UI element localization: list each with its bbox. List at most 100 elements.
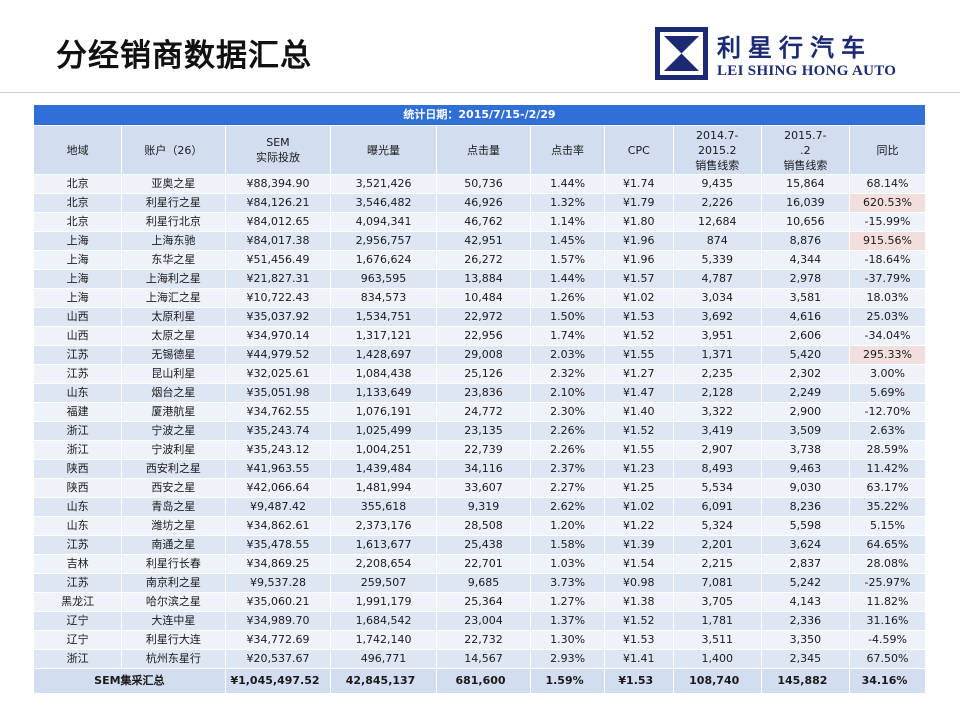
- column-header-line: 点击量: [467, 143, 500, 157]
- table-cell: 利星行长春: [121, 554, 226, 574]
- table-cell: 太原之星: [121, 326, 226, 346]
- dealer-summary-table: 统计日期：2015/7/15-/2/29 地域 账户（26） SEM 实际投放 曝光量 点…: [32, 104, 927, 694]
- table-cell: 63.17%: [848, 478, 927, 498]
- table-cell: 2,302: [760, 364, 850, 384]
- table-cell: ¥1.27: [603, 364, 674, 384]
- table-cell: ¥84,017.38: [224, 231, 332, 251]
- table-cell: 35.22%: [848, 497, 927, 517]
- column-header-line: 曝光量: [367, 143, 401, 157]
- table-row: 上海 上海利之星 ¥21,827.31 963,595 13,884 1.44% ¥1.57…: [32, 269, 927, 289]
- table-cell: 浙江: [32, 649, 123, 669]
- table-cell: -15.99%: [848, 212, 927, 232]
- table-cell: 宁波利星: [121, 440, 226, 460]
- table-cell: -25.97%: [848, 573, 927, 593]
- table-row: 上海 上海东驰 ¥84,017.38 2,956,757 42,951 1.45% ¥1.9…: [32, 231, 927, 251]
- table-cell: 南京利之星: [121, 573, 226, 593]
- table-row: 北京 利星行北京 ¥84,012.65 4,094,341 46,762 1.14% ¥1.…: [32, 212, 927, 232]
- table-cell: 上海东驰: [121, 231, 226, 251]
- table-cell: 1,481,994: [330, 478, 437, 498]
- table-cell: ¥34,970.14: [224, 326, 332, 346]
- column-header: 同比: [848, 125, 927, 175]
- table-cell: 8,236: [760, 497, 850, 517]
- column-header: CPC: [603, 125, 674, 175]
- table-cell: 太原利星: [121, 307, 226, 327]
- table-cell: -37.79%: [848, 269, 927, 289]
- table-cell: 2.30%: [530, 402, 605, 422]
- table-cell: 874: [672, 231, 762, 251]
- table-cell: -12.70%: [848, 402, 927, 422]
- table-cell: ¥1.52: [603, 611, 674, 631]
- table-cell: ¥9,537.28: [224, 573, 332, 593]
- table-cell: 11.82%: [848, 592, 927, 612]
- table-cell: 2,336: [760, 611, 850, 631]
- table-cell: 295.33%: [848, 345, 927, 365]
- table-cell: 浙江: [32, 421, 123, 441]
- table-cell: ¥1.55: [603, 440, 674, 460]
- total-cell: 34.16%: [848, 668, 927, 694]
- table-cell: 9,319: [435, 497, 532, 517]
- table-cell: 1.27%: [530, 592, 605, 612]
- table-cell: 1.50%: [530, 307, 605, 327]
- table-cell: 25,364: [435, 592, 532, 612]
- column-header-line: .2: [800, 143, 811, 157]
- table-cell: 7,081: [672, 573, 762, 593]
- table-cell: ¥1.55: [603, 345, 674, 365]
- table-cell: 2,226: [672, 193, 762, 213]
- table-cell: 陕西: [32, 478, 123, 498]
- table-cell: 11.42%: [848, 459, 927, 479]
- table-cell: ¥1.47: [603, 383, 674, 403]
- table-cell: ¥1.54: [603, 554, 674, 574]
- table-cell: 9,685: [435, 573, 532, 593]
- page-title: 分经销商数据汇总: [56, 38, 312, 74]
- total-cell: ¥1.53: [603, 668, 674, 694]
- table-cell: 68.14%: [848, 174, 927, 194]
- table-cell: 3,581: [760, 288, 850, 308]
- table-row: 江苏 无锡德星 ¥44,979.52 1,428,697 29,008 2.03% ¥1.5…: [32, 345, 927, 365]
- table-cell: 2.27%: [530, 478, 605, 498]
- logo-english-name: LEI SHING HONG AUTO: [717, 63, 897, 79]
- table-cell: ¥1.74: [603, 174, 674, 194]
- table-cell: 25,438: [435, 535, 532, 555]
- table-row: 北京 利星行之星 ¥84,126.21 3,546,482 46,926 1.32% ¥1.…: [32, 193, 927, 213]
- table-cell: 915.56%: [848, 231, 927, 251]
- table-cell: 3,034: [672, 288, 762, 308]
- table-cell: -34.04%: [848, 326, 927, 346]
- table-cell: ¥1.53: [603, 307, 674, 327]
- table-cell: 2.32%: [530, 364, 605, 384]
- table-row: 山东 潍坊之星 ¥34,862.61 2,373,176 28,508 1.20% ¥1.2…: [32, 516, 927, 536]
- table-cell: 厦港航星: [121, 402, 226, 422]
- hourglass-logo-icon: [655, 27, 708, 80]
- total-row: SEM集采汇总 ¥1,045,497.52 42,845,137 681,600 1.5…: [33, 668, 927, 694]
- table-cell: 355,618: [330, 497, 437, 517]
- table-cell: 山西: [32, 326, 123, 346]
- column-header: 点击率: [530, 125, 605, 175]
- table-cell: ¥35,037.92: [224, 307, 332, 327]
- table-cell: 29,008: [435, 345, 532, 365]
- table-cell: ¥10,722.43: [224, 288, 332, 308]
- table-cell: ¥34,989.70: [224, 611, 332, 631]
- table-cell: 25.03%: [848, 307, 927, 327]
- table-cell: 16,039: [760, 193, 850, 213]
- table-cell: 3.00%: [848, 364, 927, 384]
- table-cell: 上海利之星: [121, 269, 226, 289]
- table-cell: 2.26%: [530, 421, 605, 441]
- table-cell: 2.03%: [530, 345, 605, 365]
- table-row: 浙江 宁波利星 ¥35,243.12 1,004,251 22,739 2.26% ¥1.5…: [32, 440, 927, 460]
- date-range-banner: 统计日期：2015/7/15-/2/29: [33, 104, 926, 126]
- table-cell: 834,573: [330, 288, 437, 308]
- table-row: 山东 烟台之星 ¥35,051.98 1,133,649 23,836 2.10% ¥1.4…: [32, 383, 927, 403]
- column-header-line: 2015.2: [697, 143, 737, 157]
- table-cell: 山西: [32, 307, 123, 327]
- table-cell: ¥35,243.74: [224, 421, 332, 441]
- table-cell: ¥42,066.64: [224, 478, 332, 498]
- table-cell: 1.20%: [530, 516, 605, 536]
- table-cell: ¥35,060.21: [224, 592, 332, 612]
- table-cell: 496,771: [330, 649, 437, 669]
- table-cell: 北京: [32, 212, 123, 232]
- table-cell: 山东: [32, 383, 123, 403]
- logo-chinese-name: 利星行汽车: [717, 33, 872, 62]
- column-header: 点击量: [435, 125, 532, 175]
- table-cell: 5,242: [760, 573, 850, 593]
- table-cell: 10,484: [435, 288, 532, 308]
- table-cell: 42,951: [435, 231, 532, 251]
